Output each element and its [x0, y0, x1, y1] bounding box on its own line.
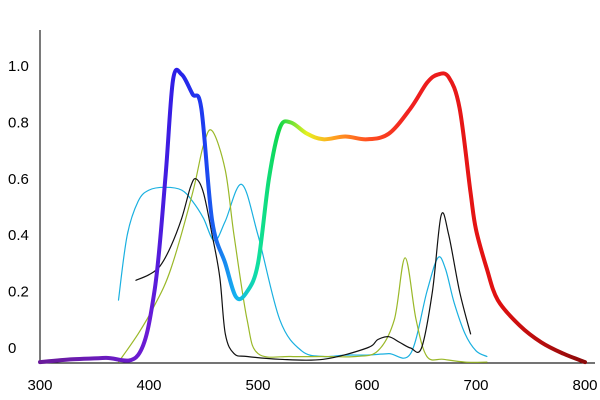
x-tick-label: 500 — [245, 377, 270, 394]
series-line-3 — [135, 178, 472, 361]
x-tick-label: 800 — [572, 377, 597, 394]
y-tick-label: 0.8 — [8, 114, 29, 131]
series-line-2 — [117, 129, 488, 363]
series-layer — [38, 67, 587, 365]
y-tick-label: 0 — [8, 340, 16, 357]
x-tick-label: 400 — [136, 377, 161, 394]
x-tick-label: 700 — [463, 377, 488, 394]
x-tick-label: 600 — [354, 377, 379, 394]
y-tick-label: 1.0 — [8, 58, 29, 75]
series-line-1 — [117, 183, 488, 359]
series-line-0 — [38, 67, 587, 365]
x-tick-label: 300 — [27, 377, 52, 394]
x-tick-labels: 300 400 500 600 700 800 — [27, 377, 597, 394]
axes — [39, 30, 595, 364]
y-tick-label: 0.6 — [8, 171, 29, 188]
y-tick-labels: 0 0.2 0.4 0.6 0.8 1.0 — [8, 58, 29, 357]
y-tick-label: 0.4 — [8, 227, 29, 244]
y-tick-label: 0.2 — [8, 284, 29, 301]
